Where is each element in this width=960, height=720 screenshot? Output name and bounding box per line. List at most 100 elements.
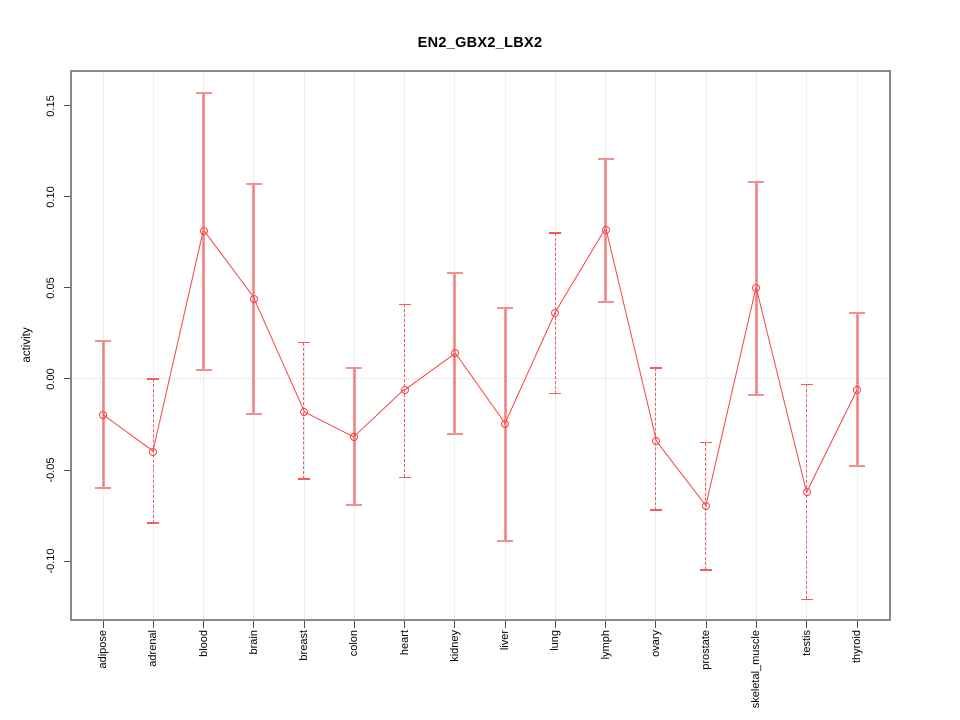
x-axis-tick bbox=[353, 620, 355, 628]
x-category-label: blood bbox=[197, 630, 210, 657]
x-axis-tick bbox=[605, 620, 607, 628]
x-category-label: adipose bbox=[97, 630, 109, 669]
series-line-segment bbox=[102, 414, 154, 453]
data-point-adrenal bbox=[149, 447, 158, 456]
error-cap-lower-lung bbox=[549, 392, 562, 395]
x-category-label: testis bbox=[800, 630, 813, 656]
error-cap-lower-skeletal_muscle bbox=[748, 394, 765, 397]
error-cap-upper-adrenal bbox=[147, 378, 160, 380]
x-axis-tick bbox=[303, 620, 305, 628]
x-category-label: adrenal bbox=[147, 630, 160, 667]
x-axis-tick bbox=[806, 620, 808, 628]
y-axis-tick bbox=[64, 378, 72, 380]
error-cap-lower-ovary bbox=[649, 509, 662, 511]
error-cap-upper-testis bbox=[800, 383, 813, 386]
error-cap-upper-liver bbox=[497, 306, 514, 309]
data-point-testis bbox=[802, 487, 811, 496]
x-axis-tick bbox=[554, 620, 556, 628]
series-line-segment bbox=[806, 389, 858, 493]
x-category-label: skeletal_muscle bbox=[750, 630, 763, 709]
gridline-vertical bbox=[152, 72, 154, 619]
series-line-segment bbox=[504, 313, 556, 425]
y-tick-label: -0.05 bbox=[45, 457, 57, 483]
data-point-lymph bbox=[601, 225, 610, 234]
x-axis-tick bbox=[755, 620, 757, 628]
x-category-label: prostate bbox=[700, 630, 713, 670]
gridline-vertical bbox=[806, 72, 808, 619]
error-cap-lower-testis bbox=[800, 598, 813, 601]
y-axis-tick bbox=[64, 105, 72, 107]
error-cap-upper-prostate bbox=[700, 441, 713, 444]
series-line-segment bbox=[353, 389, 405, 438]
data-point-prostate bbox=[702, 502, 711, 511]
data-point-ovary bbox=[651, 436, 660, 445]
error-cap-upper-adipose bbox=[95, 339, 111, 342]
x-axis-tick bbox=[102, 620, 104, 628]
y-tick-label: -0.10 bbox=[45, 548, 57, 574]
x-category-label: liver bbox=[499, 630, 512, 651]
y-axis-title: activity bbox=[21, 327, 33, 363]
error-cap-lower-prostate bbox=[700, 569, 713, 571]
x-category-label: ovary bbox=[649, 630, 662, 657]
error-cap-lower-breast bbox=[298, 478, 311, 480]
gridline-vertical bbox=[605, 72, 607, 619]
data-point-kidney bbox=[450, 349, 459, 358]
y-tick-label: 0.15 bbox=[45, 94, 57, 117]
error-cap-lower-kidney bbox=[446, 432, 463, 435]
series-line-segment bbox=[705, 287, 757, 507]
series-line-segment bbox=[605, 229, 657, 441]
x-axis-tick bbox=[203, 620, 205, 628]
y-axis-tick bbox=[64, 560, 72, 562]
error-cap-lower-blood bbox=[195, 368, 212, 371]
x-axis-tick bbox=[705, 620, 707, 628]
gridline-vertical bbox=[655, 72, 657, 619]
series-line-segment bbox=[253, 298, 305, 412]
x-axis-tick bbox=[253, 620, 255, 628]
error-cap-upper-heart bbox=[398, 303, 411, 305]
error-cap-lower-brain bbox=[245, 412, 262, 415]
error-cap-lower-lymph bbox=[597, 301, 614, 304]
x-category-label: lymph bbox=[599, 630, 612, 660]
x-axis-tick bbox=[152, 620, 154, 628]
zero-reference-line bbox=[72, 378, 889, 380]
error-cap-upper-kidney bbox=[446, 272, 463, 275]
series-line-segment bbox=[454, 353, 506, 425]
error-cap-upper-blood bbox=[195, 91, 212, 94]
y-tick-label: 0.00 bbox=[45, 368, 57, 390]
x-axis-tick bbox=[856, 620, 858, 628]
y-tick-label: 0.05 bbox=[45, 277, 57, 299]
x-category-label: heart bbox=[398, 630, 411, 656]
x-axis-tick bbox=[454, 620, 456, 628]
y-axis-tick bbox=[64, 287, 72, 289]
gridline-vertical bbox=[353, 72, 355, 619]
x-category-label: kidney bbox=[448, 630, 461, 662]
error-cap-lower-thyroid bbox=[849, 465, 865, 468]
x-axis-tick bbox=[655, 620, 657, 628]
error-cap-upper-lymph bbox=[597, 157, 614, 160]
data-point-liver bbox=[501, 420, 510, 429]
error-cap-lower-adipose bbox=[95, 487, 111, 490]
x-axis-tick bbox=[404, 620, 406, 628]
series-line-segment bbox=[404, 352, 456, 391]
data-point-breast bbox=[300, 407, 309, 416]
y-axis-tick bbox=[64, 196, 72, 198]
data-point-blood bbox=[199, 227, 208, 236]
gridline-vertical bbox=[705, 72, 707, 619]
error-cap-upper-lung bbox=[549, 232, 562, 234]
error-cap-lower-adrenal bbox=[147, 522, 160, 524]
x-category-label: thyroid bbox=[851, 630, 863, 664]
error-cap-lower-heart bbox=[398, 476, 411, 479]
error-cap-lower-colon bbox=[346, 503, 363, 506]
data-point-thyroid bbox=[853, 385, 861, 394]
error-cap-lower-liver bbox=[497, 540, 514, 543]
data-point-adipose bbox=[99, 411, 107, 420]
series-line-segment bbox=[655, 440, 707, 507]
data-point-skeletal_muscle bbox=[752, 283, 761, 292]
data-point-heart bbox=[400, 385, 409, 394]
data-point-lung bbox=[551, 309, 560, 318]
error-cap-upper-colon bbox=[346, 367, 363, 370]
x-category-label: brain bbox=[247, 630, 260, 655]
chart-title: EN2_GBX2_LBX2 bbox=[417, 35, 543, 51]
